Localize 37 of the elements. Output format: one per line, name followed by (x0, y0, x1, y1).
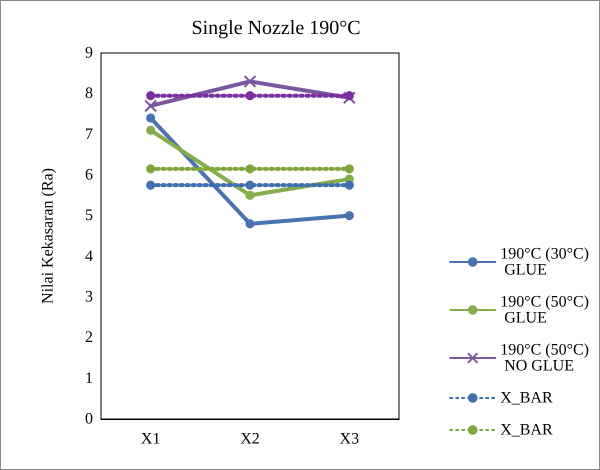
y-tick-label: 9 (85, 44, 93, 62)
legend-label: 190°C (50°C) NO GLUE (500, 342, 589, 374)
y-tick-label: 3 (85, 288, 93, 306)
point (146, 164, 156, 174)
point (146, 91, 156, 100)
point (344, 164, 354, 174)
y-tick-label: 8 (85, 85, 93, 102)
y-tick-label: 4 (85, 248, 93, 265)
point (146, 126, 156, 135)
point (146, 114, 156, 123)
point (244, 74, 256, 88)
point (246, 91, 254, 100)
legend-label: 190°C (30°C) GLUE (500, 246, 589, 278)
point (246, 164, 254, 174)
point (342, 91, 356, 104)
y-tick-label: 7 (85, 126, 93, 143)
x-tick-label: X3 (340, 430, 360, 448)
point (246, 180, 254, 190)
y-tick-label: 2 (85, 329, 93, 346)
legend-label: X_BAR (500, 390, 553, 406)
legend-label: 190°C (50°C) GLUE (500, 294, 589, 326)
y-tick-label: 6 (85, 166, 93, 184)
y-tick-label: 0 (85, 410, 93, 428)
y-axis-title: Nilai Kekasaran (Ra) (40, 168, 56, 304)
point (144, 99, 158, 112)
y-tick-label: 5 (85, 207, 93, 224)
x-tick-label: X1 (140, 430, 160, 448)
point (344, 91, 354, 100)
x-tick-label: X2 (240, 430, 260, 448)
chart-title: Single Nozzle 190°C (191, 17, 361, 39)
point (344, 211, 354, 220)
legend-label: X_BAR (500, 422, 553, 438)
point (246, 190, 254, 200)
point (246, 219, 254, 228)
point (344, 180, 354, 190)
y-tick-label: 1 (85, 370, 93, 387)
point (146, 180, 156, 190)
